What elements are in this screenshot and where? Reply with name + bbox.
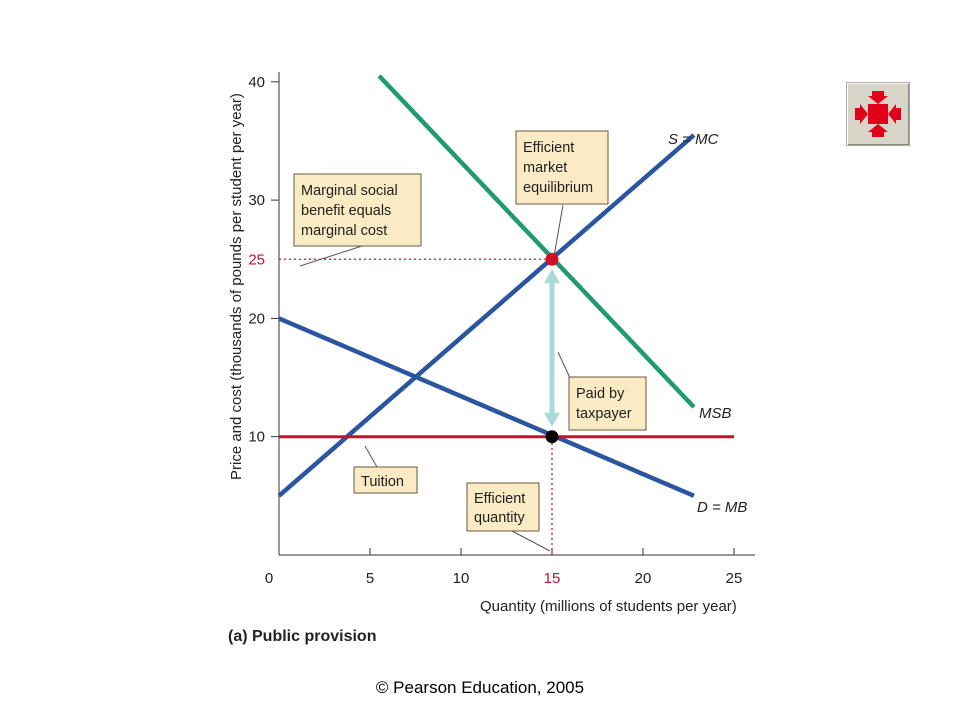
annotation-line: market bbox=[523, 160, 567, 176]
shrink-arrows-icon bbox=[855, 91, 901, 137]
annotation-leaders bbox=[299, 204, 571, 552]
x-tick-label: 5 bbox=[366, 570, 374, 587]
annotation-line: Marginal social bbox=[301, 183, 398, 199]
annotation-paid-by-taxpayer: Paid by taxpayer bbox=[568, 376, 647, 431]
point-efficient-equilibrium bbox=[545, 252, 559, 266]
curve-d-mb bbox=[278, 316, 695, 498]
y-tick-label: 40 bbox=[248, 74, 265, 91]
curve-label-d-mb: D = MB bbox=[697, 499, 747, 516]
arrow-head-down bbox=[544, 412, 560, 427]
copyright-text: © Pearson Education, 2005 bbox=[375, 678, 585, 697]
panel-title: (a) Public provision bbox=[228, 628, 376, 645]
y-axis-title: Price and cost (thousands of pounds per … bbox=[228, 93, 245, 480]
x-axis-title: Quantity (millions of students per year) bbox=[480, 598, 737, 615]
annotation-line: Paid by bbox=[576, 386, 625, 402]
x-tick-label: 0 bbox=[265, 570, 273, 587]
annotation-line: taxpayer bbox=[576, 406, 632, 422]
y-ticks: 10 20 30 40 25 bbox=[248, 74, 279, 446]
annotation-efficient-quantity: Efficient quantity bbox=[466, 482, 540, 532]
annotation-efficient-market-equilibrium: Efficient market equilibrium bbox=[515, 130, 609, 205]
curve-label-msb: MSB bbox=[699, 405, 732, 422]
annotation-line: benefit equals bbox=[301, 203, 391, 219]
y-tick-label: 30 bbox=[248, 192, 265, 209]
y-tick-label: 10 bbox=[248, 429, 265, 446]
annotation-line: quantity bbox=[474, 510, 526, 526]
annotation-line: Efficient bbox=[523, 140, 574, 156]
annotation-line: Tuition bbox=[361, 474, 404, 490]
annotation-line: Efficient bbox=[474, 491, 525, 507]
annotation-tuition: Tuition bbox=[353, 466, 418, 494]
arrow-head-up bbox=[544, 269, 560, 284]
x-tick-label-highlight: 15 bbox=[544, 570, 561, 587]
y-tick-label: 20 bbox=[248, 310, 265, 327]
annotation-line: marginal cost bbox=[301, 223, 387, 239]
point-public-provision bbox=[545, 430, 559, 444]
curves bbox=[277, 74, 734, 498]
x-tick-label: 20 bbox=[635, 570, 652, 587]
y-tick-label-highlight: 25 bbox=[248, 251, 265, 268]
annotation-marginal-social-benefit: Marginal social benefit equals marginal … bbox=[293, 173, 422, 247]
x-tick-label: 10 bbox=[453, 570, 470, 587]
annotation-line: equilibrium bbox=[523, 180, 593, 196]
nav-button[interactable] bbox=[846, 82, 910, 146]
x-ticks: 0 5 10 15 20 25 bbox=[265, 548, 743, 587]
paid-by-taxpayer-arrow bbox=[544, 269, 560, 427]
points bbox=[545, 252, 559, 444]
curve-label-s-mc: S = MC bbox=[668, 131, 719, 148]
x-tick-label: 25 bbox=[726, 570, 743, 587]
dotted-guides bbox=[279, 258, 553, 555]
curve-msb bbox=[377, 74, 696, 409]
